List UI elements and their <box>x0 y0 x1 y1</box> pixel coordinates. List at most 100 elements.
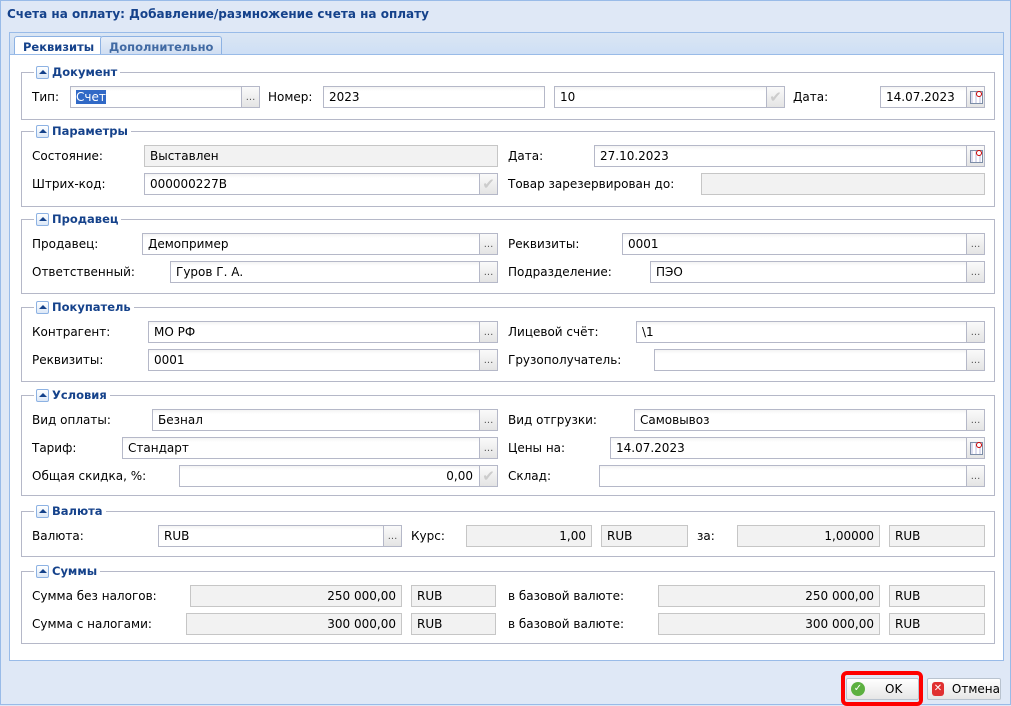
field-input[interactable]: 0001... <box>622 233 985 255</box>
checkmark-icon[interactable]: ✔ <box>766 87 784 107</box>
field-value: 0001 <box>628 237 659 251</box>
collapse-toggle-icon[interactable] <box>36 504 49 518</box>
field-input[interactable]: 250 000,00 <box>190 585 402 607</box>
field-label: Сумма с налогами: <box>32 617 152 631</box>
field-input[interactable]: 14.07.2023 <box>880 86 985 108</box>
ellipsis-icon[interactable]: ... <box>479 262 497 282</box>
field-label: Сумма без налогов: <box>32 589 157 603</box>
ellipsis-icon[interactable]: ... <box>479 350 497 370</box>
field-label: Тариф: <box>32 441 77 455</box>
collapse-toggle-icon[interactable] <box>36 212 49 226</box>
field-label: Общая скидка, %: <box>32 469 147 483</box>
field-input[interactable]: 0001... <box>148 349 498 371</box>
field-input[interactable]: 300 000,00 <box>658 613 880 635</box>
field-value: Счет <box>76 90 106 104</box>
field-input[interactable]: 2023 <box>323 86 545 108</box>
ok-highlight <box>841 671 923 706</box>
field-input[interactable]: Самовывоз... <box>634 409 985 431</box>
field-input[interactable]: 27.10.2023 <box>594 145 985 167</box>
field-input[interactable]: ... <box>599 465 985 487</box>
fieldset-title: Покупатель <box>52 300 131 314</box>
field-label: Вид отгрузки: <box>508 413 597 427</box>
ok-button[interactable]: ✓ OK <box>846 678 919 700</box>
field-value: RUB <box>895 589 921 603</box>
ellipsis-icon[interactable]: ... <box>479 322 497 342</box>
tab-dopolnitelno[interactable]: Дополнительно <box>100 36 223 56</box>
collapse-toggle-icon[interactable] <box>36 300 49 314</box>
field-input[interactable]: RUB <box>889 613 985 635</box>
field-input[interactable]: 250 000,00 <box>658 585 880 607</box>
field-input[interactable]: Стандарт... <box>122 437 498 459</box>
calendar-icon[interactable] <box>966 438 984 458</box>
ellipsis-icon[interactable]: ... <box>966 322 984 342</box>
field-label: Продавец: <box>32 237 99 251</box>
checkmark-icon[interactable]: ✔ <box>479 174 497 194</box>
field-value: 14.07.2023 <box>886 90 955 104</box>
calendar-icon[interactable] <box>966 87 984 107</box>
collapse-toggle-icon[interactable] <box>36 388 49 402</box>
field-label: Контрагент: <box>32 325 111 339</box>
field-input[interactable]: RUB <box>889 585 985 607</box>
ellipsis-icon[interactable]: ... <box>966 410 984 430</box>
field-input[interactable]: ПЭО... <box>650 261 985 283</box>
collapse-toggle-icon[interactable] <box>36 564 49 578</box>
field-input[interactable]: Демопример... <box>142 233 498 255</box>
ellipsis-icon[interactable]: ... <box>966 234 984 254</box>
field-input[interactable]: ... <box>654 349 985 371</box>
field-input[interactable]: RUB <box>411 585 496 607</box>
field-value: 27.10.2023 <box>600 149 669 163</box>
cancel-button[interactable]: ✕ Отмена <box>927 678 1001 700</box>
field-value: 300 000,00 <box>805 617 874 631</box>
field-value: RUB <box>607 529 633 543</box>
field-input[interactable]: RUB <box>601 525 688 547</box>
field-input[interactable]: Безнал... <box>152 409 498 431</box>
field-label: Подразделение: <box>508 265 612 279</box>
field-input[interactable]: \1... <box>636 321 985 343</box>
field-input[interactable]: RUB <box>889 525 985 547</box>
fieldset-title: Продавец <box>52 212 119 226</box>
ellipsis-icon[interactable]: ... <box>966 350 984 370</box>
fieldset-title: Параметры <box>52 124 128 138</box>
field-input[interactable]: 1,00000 <box>737 525 880 547</box>
field-input[interactable]: Гуров Г. А.... <box>170 261 498 283</box>
collapse-toggle-icon[interactable] <box>36 65 49 79</box>
field-label: Реквизиты: <box>508 237 580 251</box>
field-label: Склад: <box>508 469 551 483</box>
close-icon: ✕ <box>932 682 944 696</box>
ellipsis-icon[interactable]: ... <box>479 438 497 458</box>
fieldset-title: Условия <box>52 388 107 402</box>
field-input[interactable]: 000000227B ✔ <box>144 173 498 195</box>
ellipsis-icon[interactable]: ... <box>966 262 984 282</box>
field-value: 10 <box>560 90 576 104</box>
ellipsis-icon[interactable]: ... <box>383 526 401 546</box>
fieldset-title: Валюта <box>52 504 103 518</box>
field-input[interactable] <box>701 173 985 195</box>
checkmark-icon[interactable]: ✔ <box>479 466 497 486</box>
ellipsis-icon[interactable]: ... <box>479 234 497 254</box>
field-input[interactable]: 300 000,00 <box>186 613 402 635</box>
field-label: Дата: <box>508 149 544 163</box>
field-input[interactable]: 0,00 ✔ <box>179 465 498 487</box>
ellipsis-icon[interactable]: ... <box>241 87 259 107</box>
field-input[interactable]: 10 ✔ <box>554 86 785 108</box>
ellipsis-icon[interactable]: ... <box>966 466 984 486</box>
fieldset-buyer: Покупатель <box>21 300 995 382</box>
field-input[interactable]: Счет... <box>70 86 260 108</box>
collapse-toggle-icon[interactable] <box>36 124 49 138</box>
field-label: Ответственный: <box>32 265 135 279</box>
calendar-icon[interactable] <box>966 146 984 166</box>
field-input[interactable]: 1,00 <box>466 525 592 547</box>
field-input[interactable]: RUB <box>411 613 496 635</box>
field-value: RUB <box>417 589 443 603</box>
fieldset-totals: Суммы <box>21 564 995 644</box>
field-input[interactable]: МО РФ... <box>148 321 498 343</box>
field-value: 250 000,00 <box>805 589 874 603</box>
field-value: 0,00 <box>446 469 473 483</box>
ok-label: OK <box>885 682 903 696</box>
tab-rekvizity[interactable]: Реквизиты <box>14 36 104 57</box>
field-input[interactable]: 14.07.2023 <box>610 437 985 459</box>
field-input[interactable]: RUB... <box>158 525 402 547</box>
fieldset-legend: Продавец <box>34 212 122 226</box>
field-input[interactable]: Выставлен <box>144 145 498 167</box>
ellipsis-icon[interactable]: ... <box>479 410 497 430</box>
